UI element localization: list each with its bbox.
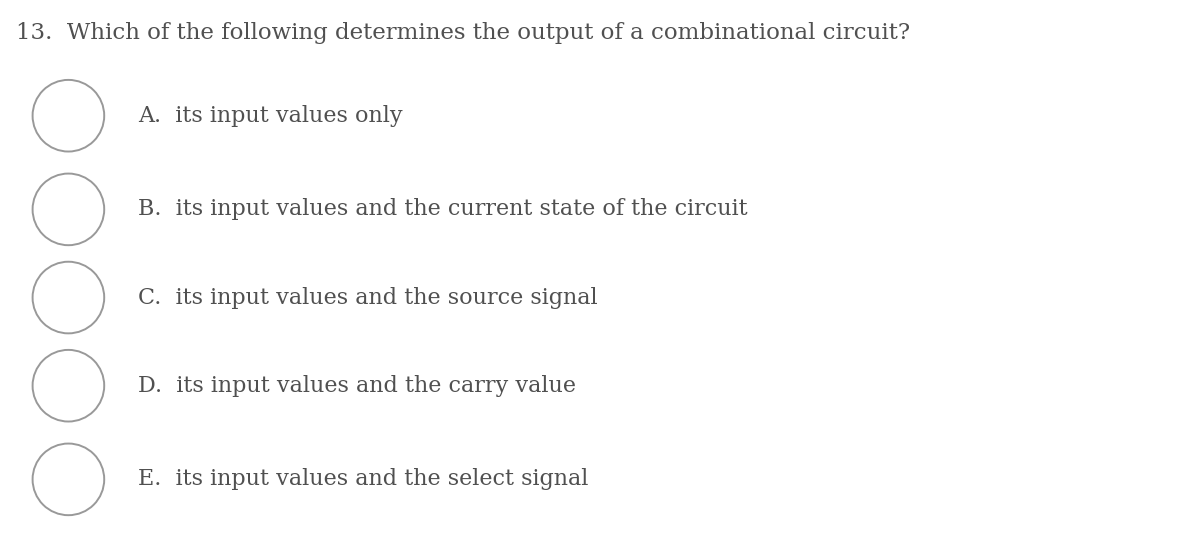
Text: E.  its input values and the select signal: E. its input values and the select signa… [138,468,588,490]
Text: B.  its input values and the current state of the circuit: B. its input values and the current stat… [138,198,748,220]
Ellipse shape [32,350,104,422]
Ellipse shape [32,262,104,333]
Text: A.  its input values only: A. its input values only [138,105,403,127]
Text: C.  its input values and the source signal: C. its input values and the source signa… [138,287,598,309]
Ellipse shape [32,174,104,245]
Text: 13.  Which of the following determines the output of a combinational circuit?: 13. Which of the following determines th… [16,22,910,44]
Ellipse shape [32,444,104,515]
Ellipse shape [32,80,104,152]
Text: D.  its input values and the carry value: D. its input values and the carry value [138,375,576,397]
